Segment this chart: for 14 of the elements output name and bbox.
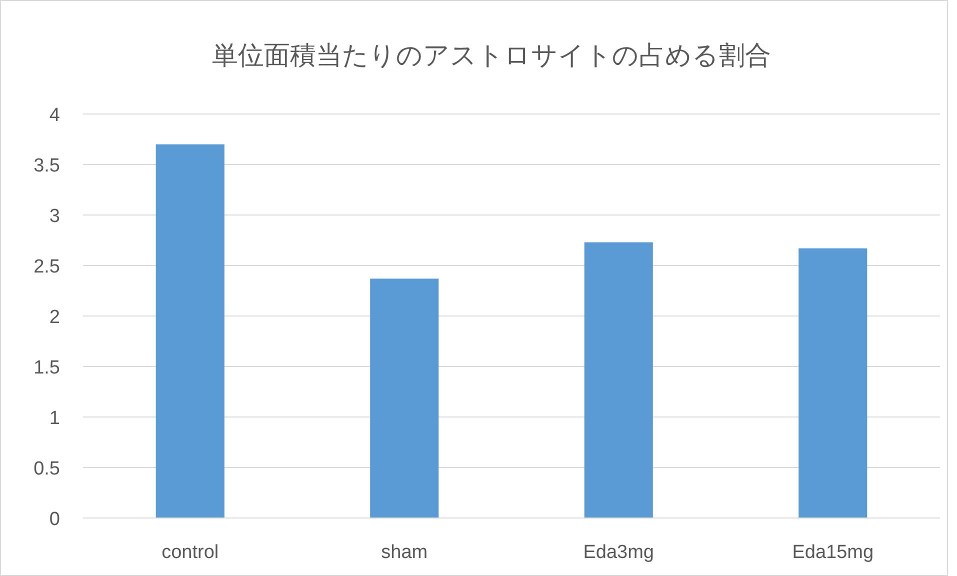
y-tick-label: 3: [49, 206, 60, 227]
y-tick-label: 1.5: [34, 358, 60, 378]
x-tick-label: Eda3mg: [583, 542, 654, 563]
y-tick-label: 2: [49, 307, 60, 328]
y-tick-label: 0.5: [34, 458, 60, 480]
y-tick-label: 2.5: [34, 256, 60, 278]
x-tick-label: sham: [381, 542, 428, 563]
y-tick-label: 0: [49, 509, 60, 530]
y-tick-label: 1: [49, 408, 60, 429]
y-tick-label: 4: [49, 105, 60, 126]
x-tick-label: control: [162, 542, 219, 563]
chart-title: 単位面積当たりのアストロサイトの占める割合: [212, 41, 771, 71]
x-tick-label: Eda15mg: [792, 542, 874, 563]
y-tick-label: 3.5: [34, 156, 60, 176]
